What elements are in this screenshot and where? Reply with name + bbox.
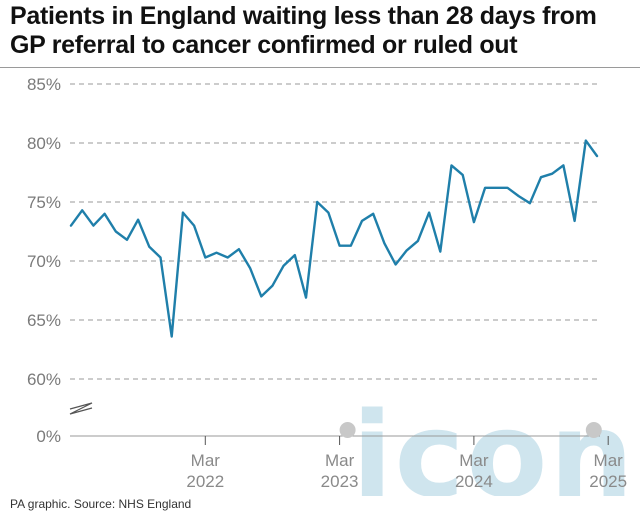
series-layer: [69, 139, 599, 338]
source-note: PA graphic. Source: NHS England: [10, 497, 192, 511]
x-tick-year: 2024: [455, 472, 493, 491]
line-chart: iconic 85% 80% 75% 70% 65% 60% 0% Mar 2022 Mar 20…: [27, 75, 640, 496]
y-tick-label: 80%: [27, 134, 61, 153]
title-divider: [0, 67, 640, 68]
y-tick-label: 75%: [27, 193, 61, 212]
x-tick-month: Mar: [191, 451, 221, 470]
axis-break-icon: [69, 402, 93, 415]
x-tick-year: 2022: [186, 472, 224, 491]
y-tick-label: 60%: [27, 370, 61, 389]
baseline-marker: [339, 422, 356, 438]
y-tick-label: 85%: [27, 75, 61, 94]
chart-title-line-1: Patients in England waiting less than 28…: [10, 2, 597, 30]
watermark: iconic: [352, 386, 640, 496]
x-axis-ticks: Mar 2022 Mar 2023 Mar 2024 Mar 2025: [186, 436, 627, 491]
baseline-marker: [585, 422, 602, 438]
x-tick-year: 2025: [589, 472, 627, 491]
x-tick-month: Mar: [325, 451, 355, 470]
highlight-markers: [339, 422, 602, 438]
y-tick-label: 65%: [27, 311, 61, 330]
chart-title: Patients in England waiting less than 28…: [10, 2, 635, 60]
y-tick-label: 70%: [27, 252, 61, 271]
x-tick-month: Mar: [594, 451, 624, 470]
x-tick-year: 2023: [321, 472, 359, 491]
chart-title-line-2: GP referral to cancer confirmed or ruled…: [10, 31, 518, 59]
watermark-text: iconic: [352, 386, 640, 496]
series-line: [69, 139, 599, 338]
grid-lines: [69, 83, 600, 437]
y-axis-ticks: 85% 80% 75% 70% 65% 60% 0%: [27, 75, 61, 446]
y-tick-label: 0%: [36, 427, 61, 446]
x-tick-month: Mar: [459, 451, 489, 470]
